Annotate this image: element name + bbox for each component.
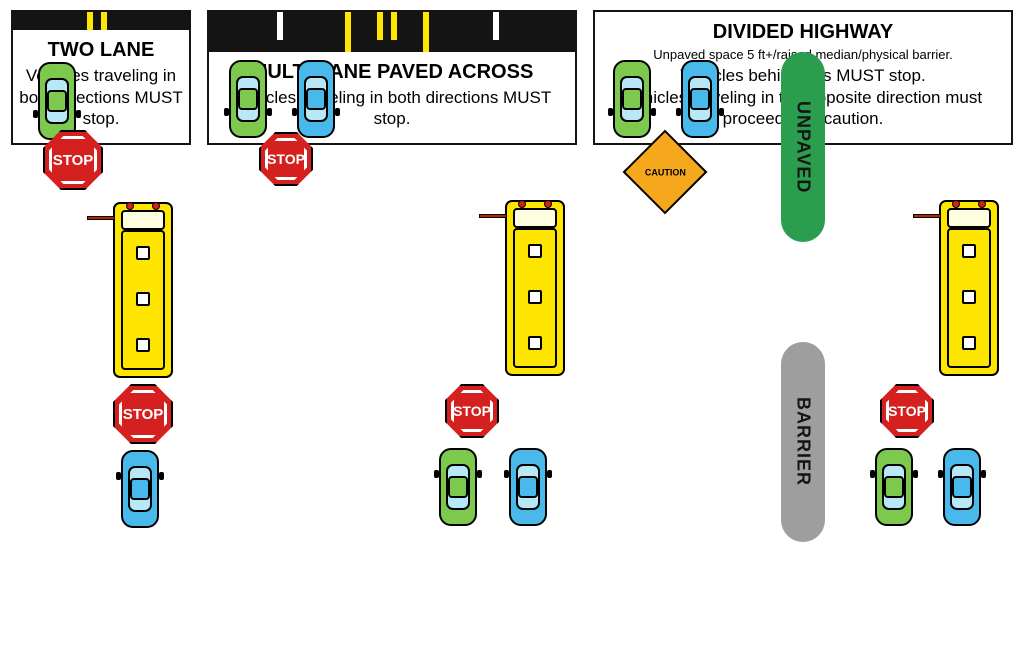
road-multi-lane: STOP STOP [209, 12, 575, 52]
car-green [613, 60, 651, 138]
diagram-wrap: STOP STOP TWO LANE Vehicles traveling in… [10, 10, 1014, 145]
car-blue [509, 448, 547, 526]
stop-sign: STOP [445, 384, 499, 438]
stop-sign: STOP [259, 132, 313, 186]
lane-line [493, 12, 499, 52]
lane-line [277, 12, 283, 52]
panel-two-lane: STOP STOP TWO LANE Vehicles traveling in… [11, 10, 191, 145]
caption-title: MULTI-LANE PAVED ACROSS [215, 60, 569, 85]
school-bus [939, 200, 999, 376]
school-bus [113, 202, 173, 378]
lane-line [423, 12, 429, 52]
stop-sign: STOP [43, 130, 103, 190]
lane-line [101, 12, 107, 30]
car-green [875, 448, 913, 526]
car-green [229, 60, 267, 138]
car-green [38, 62, 76, 140]
car-blue [121, 450, 159, 528]
school-bus [505, 200, 565, 376]
panel-divided-highway: UNPAVED OR BARRIER CAUTION STOP [593, 10, 1013, 145]
lane-line [377, 12, 383, 52]
lane-line [345, 12, 351, 52]
caption-title: TWO LANE [19, 38, 183, 63]
road-two-lane: STOP STOP [13, 12, 189, 30]
caption-title: DIVIDED HIGHWAY [601, 20, 1005, 45]
median-or-label: OR [789, 282, 818, 303]
lane-line [391, 12, 397, 52]
car-blue [943, 448, 981, 526]
car-blue [681, 60, 719, 138]
median-unpaved: UNPAVED [781, 52, 825, 242]
caution-label: CAUTION [645, 167, 686, 177]
median-barrier: BARRIER [781, 342, 825, 542]
car-green [439, 448, 477, 526]
panel-multi-lane: STOP STOP MULTI-LANE PAVED ACROSS Vehicl… [207, 10, 577, 145]
stop-sign: STOP [113, 384, 173, 444]
car-blue [297, 60, 335, 138]
lane-line [87, 12, 93, 30]
stop-sign: STOP [880, 384, 934, 438]
